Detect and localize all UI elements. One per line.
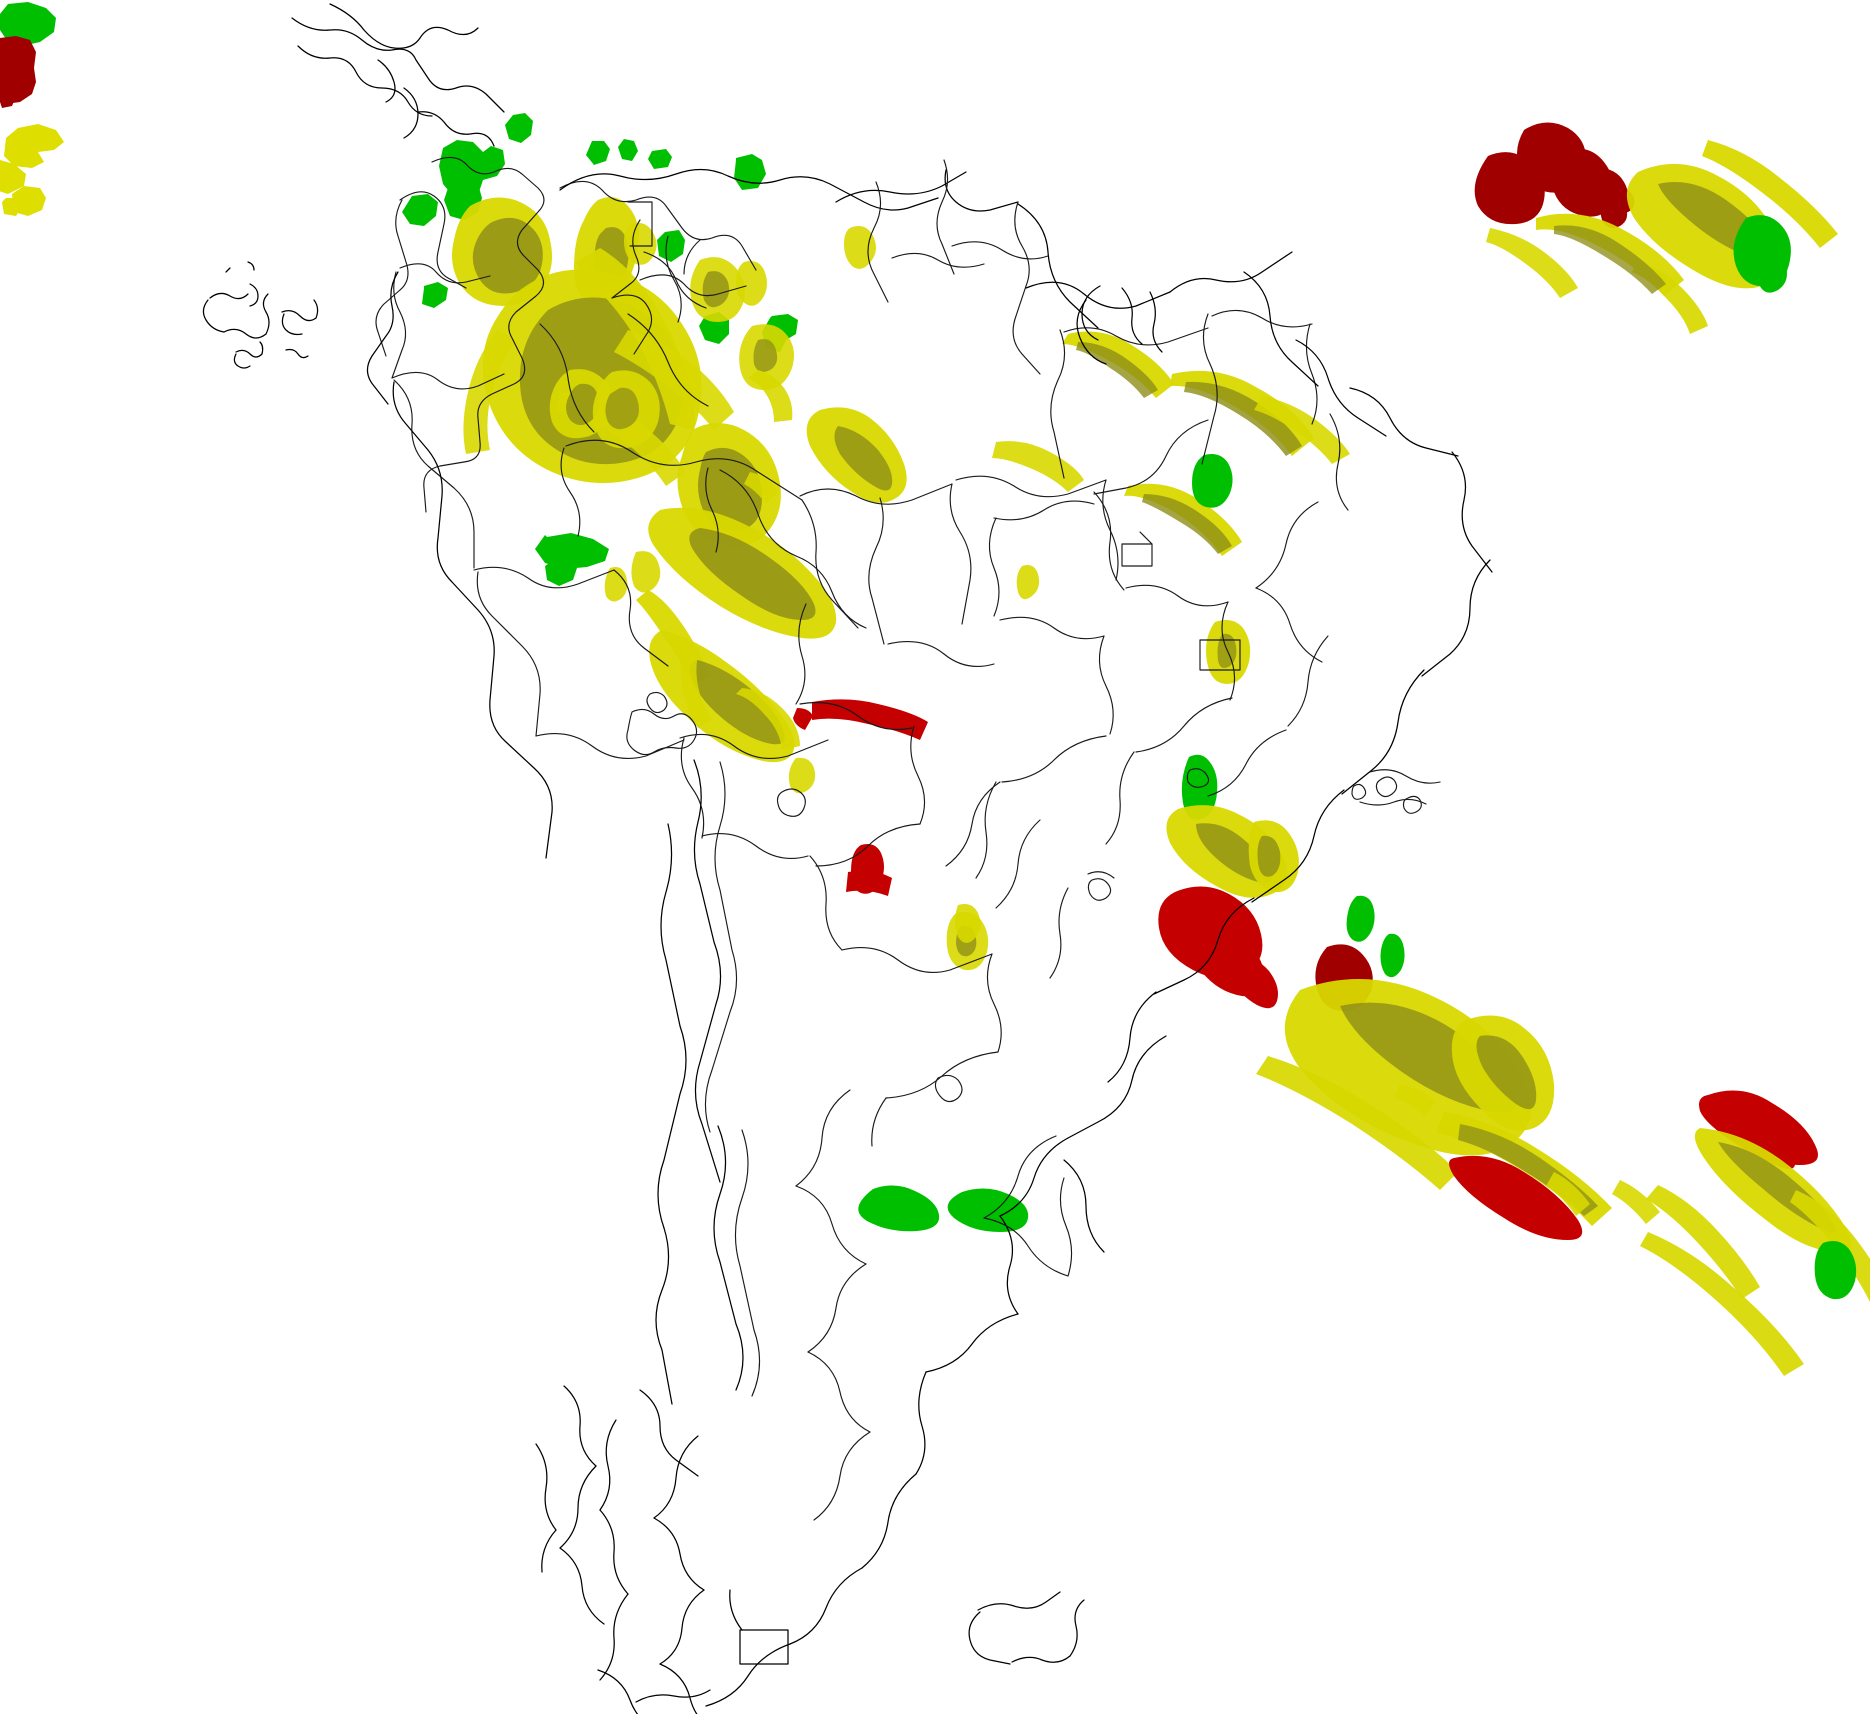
cluster-brazil-streaks xyxy=(806,331,1350,600)
cluster-south-brazil xyxy=(793,620,1405,1011)
cluster-andes-ridge xyxy=(604,423,837,794)
cluster-northwest-pacific xyxy=(0,2,64,216)
cluster-misc-small xyxy=(858,904,1029,1232)
cluster-atlantic-islands xyxy=(1256,979,1870,1376)
cluster-mid-atlantic xyxy=(1474,122,1838,334)
distribution-layer xyxy=(0,2,1870,1376)
boundary-layer xyxy=(202,3,1493,1714)
